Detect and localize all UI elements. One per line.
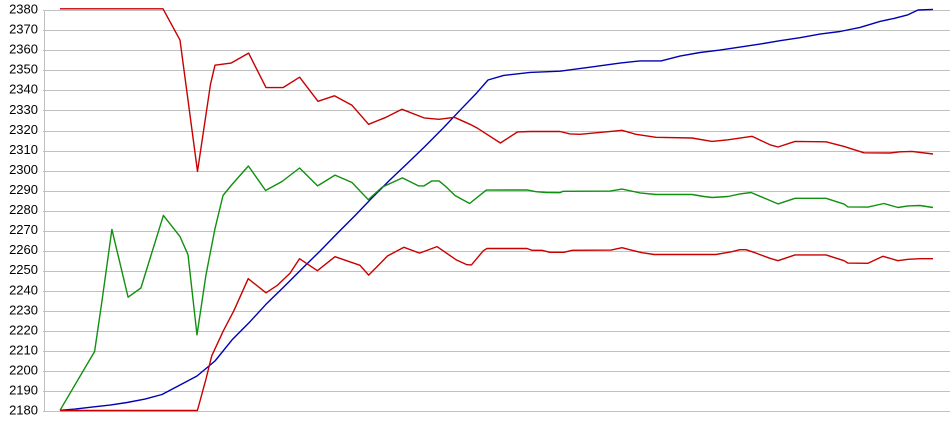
svg-text:2290: 2290 — [9, 182, 38, 197]
svg-text:2230: 2230 — [9, 302, 38, 317]
svg-text:2330: 2330 — [9, 102, 38, 117]
svg-text:2380: 2380 — [9, 2, 38, 17]
svg-text:2180: 2180 — [9, 403, 38, 418]
svg-text:2260: 2260 — [9, 242, 38, 257]
svg-text:2340: 2340 — [9, 82, 38, 97]
svg-text:2310: 2310 — [9, 142, 38, 157]
svg-text:2220: 2220 — [9, 322, 38, 337]
svg-text:2250: 2250 — [9, 262, 38, 277]
svg-text:2210: 2210 — [9, 342, 38, 357]
svg-text:2280: 2280 — [9, 202, 38, 217]
svg-text:2320: 2320 — [9, 122, 38, 137]
svg-text:2360: 2360 — [9, 42, 38, 57]
svg-text:2270: 2270 — [9, 222, 38, 237]
svg-text:2300: 2300 — [9, 162, 38, 177]
svg-text:2190: 2190 — [9, 383, 38, 398]
svg-text:2200: 2200 — [9, 363, 38, 378]
svg-text:2370: 2370 — [9, 22, 38, 37]
svg-text:2350: 2350 — [9, 62, 38, 77]
svg-text:2240: 2240 — [9, 282, 38, 297]
